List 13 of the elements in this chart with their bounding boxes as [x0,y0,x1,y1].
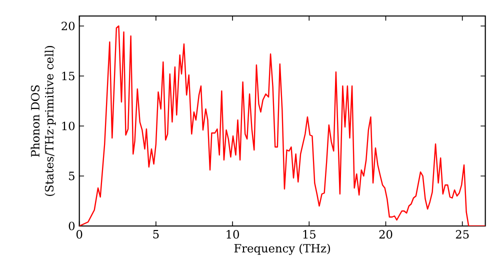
x-tick-label: 15 [303,230,316,239]
x-tick-label: 5 [153,230,159,238]
y-tick-label: 10 [62,122,75,130]
x-axis-title: Frequency (THz) [234,244,330,255]
y-tick-label: 15 [62,72,74,80]
y-tick-label: 5 [69,172,74,180]
x-tick-label: 10 [226,230,239,239]
y-tick-label: 20 [62,22,75,30]
y-axis-title: Phonon DOS (States/THz·primitive cell) [30,46,56,196]
x-tick-label: 20 [379,230,392,239]
y-tick-label: 0 [68,222,75,230]
x-tick-label: 25 [456,230,469,239]
x-tick-label: 0 [76,230,82,239]
